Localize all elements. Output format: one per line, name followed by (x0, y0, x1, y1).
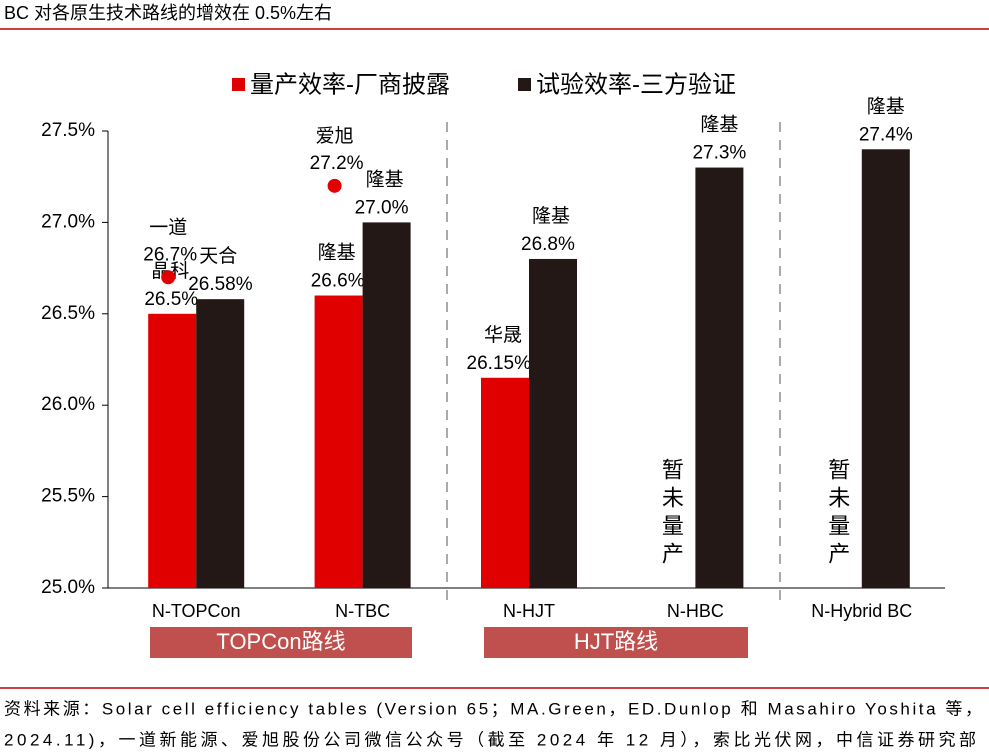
value-label: 26.58% (188, 274, 253, 295)
group-label: HJT路线 (574, 629, 658, 654)
point (161, 270, 176, 285)
bar (481, 377, 529, 588)
point (327, 178, 342, 193)
maker-label: 隆基 (532, 205, 570, 227)
value-label: 27.4% (859, 124, 913, 145)
value-label: 26.5% (144, 289, 198, 310)
value-label: 27.3% (692, 143, 746, 164)
x-tick-label: N-HBC (667, 601, 724, 621)
group-box (484, 627, 748, 658)
value-label: 26.15% (467, 353, 532, 374)
bar (362, 222, 411, 588)
y-tick-label: 27.5% (41, 120, 95, 141)
x-tick-label: N-TOPCon (152, 601, 241, 621)
point-name: 一道 (149, 216, 187, 238)
maker-label: 华晟 (484, 324, 522, 346)
note: 暂未量产 (659, 458, 684, 570)
value-label: 27.0% (355, 197, 409, 218)
bar (861, 149, 910, 588)
bar (529, 258, 577, 588)
bar (196, 299, 245, 588)
bar (314, 295, 363, 588)
maker-label: 隆基 (700, 114, 738, 136)
maker-label: 隆基 (867, 95, 905, 117)
y-tick-label: 25.5% (41, 486, 95, 507)
y-tick-label: 26.5% (41, 303, 95, 324)
y-tick-label: 27.0% (41, 211, 95, 232)
legend-label: 试验效率-三方验证 (536, 71, 736, 98)
maker-label: 天合 (199, 245, 237, 267)
source-text: 资料来源：Solar cell efficiency tables (Versi… (4, 699, 982, 718)
x-tick-label: N-TBC (335, 601, 390, 621)
note: 暂未量产 (825, 458, 850, 570)
x-tick-label: N-HJT (503, 601, 555, 621)
source-text: 2024.11)，一道新能源、爱旭股份公司微信公众号（截至 2024 年 12 … (4, 730, 976, 749)
bar (695, 167, 744, 588)
point-name: 爱旭 (316, 125, 354, 147)
maker-label: 隆基 (366, 168, 404, 190)
legend-swatch (518, 78, 531, 91)
y-tick-label: 26.0% (41, 394, 95, 415)
x-tick-label: N-Hybrid BC (811, 601, 912, 621)
maker-label: 隆基 (318, 242, 356, 264)
y-tick-label: 25.0% (41, 577, 95, 598)
chart-title: BC 对各原生技术路线的增效在 0.5%左右 (4, 3, 332, 23)
point-label: 27.2% (310, 153, 364, 174)
group-box (150, 627, 412, 658)
legend-label: 量产效率-厂商披露 (250, 71, 450, 98)
group-label: TOPCon路线 (216, 629, 345, 654)
point-label: 26.7% (143, 244, 197, 265)
bar (148, 313, 197, 588)
value-label: 26.6% (311, 271, 365, 292)
legend-swatch (232, 78, 245, 91)
value-label: 26.8% (521, 234, 575, 255)
